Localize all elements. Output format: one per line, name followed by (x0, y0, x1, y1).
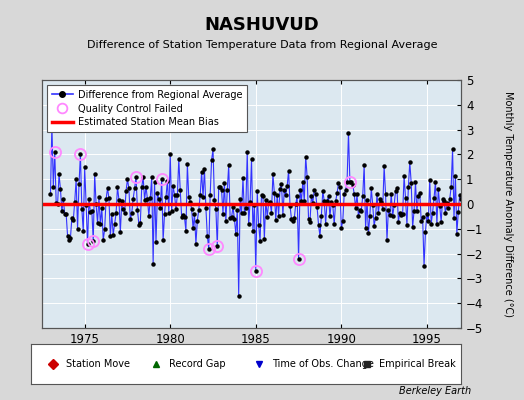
Text: Station Move: Station Move (66, 359, 130, 369)
Y-axis label: Monthly Temperature Anomaly Difference (°C): Monthly Temperature Anomaly Difference (… (503, 91, 513, 317)
Text: Difference of Station Temperature Data from Regional Average: Difference of Station Temperature Data f… (87, 40, 437, 50)
Text: Record Gap: Record Gap (169, 359, 225, 369)
Text: Berkeley Earth: Berkeley Earth (399, 386, 472, 396)
Text: Empirical Break: Empirical Break (379, 359, 456, 369)
Text: NASHUVUD: NASHUVUD (205, 16, 319, 34)
Text: Time of Obs. Change: Time of Obs. Change (272, 359, 374, 369)
Legend: Difference from Regional Average, Quality Control Failed, Estimated Station Mean: Difference from Regional Average, Qualit… (47, 85, 247, 132)
